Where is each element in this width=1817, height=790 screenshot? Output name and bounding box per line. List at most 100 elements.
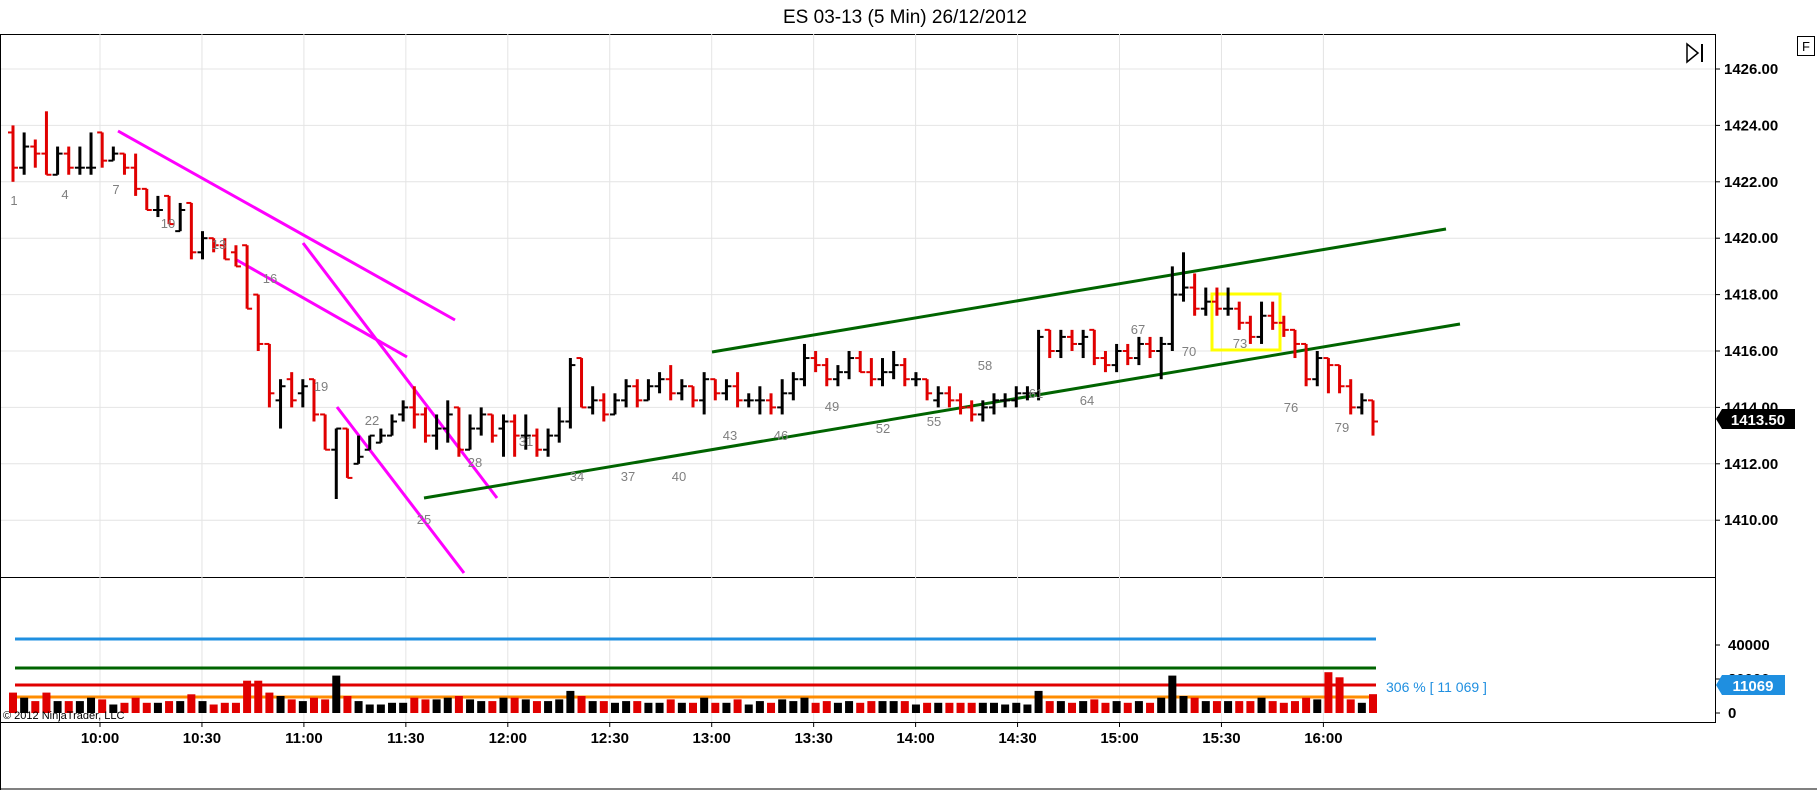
bar-number: 16 [263,271,277,286]
last-price-value: 1413.50 [1731,412,1785,429]
ohlc-bar [1055,329,1066,359]
ohlc-bar [1289,328,1300,359]
volume-bar [64,701,73,713]
ohlc-bar [609,393,620,416]
volume-bar [1157,697,1166,713]
volume-bar [1190,697,1199,713]
scroll-to-end-icon[interactable] [1686,42,1703,64]
volume-bar [399,702,408,713]
time-tick-label: 10:00 [81,730,119,747]
ohlc-bar [286,372,297,408]
volume-bar [153,702,162,713]
ohlc-bar [1256,301,1267,344]
ohlc-bar [955,393,966,415]
time-tick-label: 11:30 [387,730,425,747]
bar-number: 79 [1335,420,1349,435]
ohlc-bar [710,378,721,401]
time-tick-label: 13:30 [794,730,832,747]
ohlc-bar [409,386,420,429]
volume-bar [1034,690,1043,713]
bar-number: 4 [61,187,68,202]
ohlc-bar [1145,336,1156,359]
volume-bar [388,702,397,713]
ohlc-bar [141,187,152,211]
volume-bar [1079,701,1088,713]
green-channel-line [711,227,1447,354]
price-tick-label: 1416.00 [1724,343,1778,360]
ohlc-bar [1334,364,1345,394]
bar-number: 25 [417,512,431,527]
volume-bar [655,702,664,713]
ohlc-bar [520,414,531,450]
ohlc-bar [565,358,576,429]
volume-bar [343,696,352,713]
volume-bar [354,701,363,713]
f-button[interactable] [1797,36,1815,56]
volume-bar [499,697,508,713]
ohlc-bar [721,379,732,401]
volume-bar [711,702,720,713]
ohlc-bar [754,386,765,415]
ohlc-bar [398,400,409,422]
ohlc-bar [933,386,944,408]
ohlc-bar [375,428,386,444]
time-tick-label: 13:00 [693,730,731,747]
ohlc-bar [1223,287,1234,316]
volume-bar [309,697,318,713]
volume-bar [555,699,564,713]
volume-bar [142,702,151,713]
volume-bar [31,701,40,713]
time-tick-label: 14:30 [998,730,1036,747]
ohlc-bar [476,407,487,436]
ohlc-bar [487,413,498,443]
bar-number: 43 [723,428,737,443]
volume-bar [87,697,96,713]
price-tick-label: 1418.00 [1724,287,1778,304]
volume-bars [9,672,1377,713]
ohlc-bar [119,152,130,175]
volume-bar [9,692,17,713]
volume-bar [867,701,876,713]
volume-bar [120,702,129,713]
volume-bar [1279,702,1288,713]
ohlc-bar [977,400,988,422]
volume-bar [722,702,731,713]
volume-bar [767,702,776,713]
ohlc-bar [888,351,899,380]
volume-bar [1001,704,1010,713]
trend-drawings [117,129,1461,574]
ohlc-bar [832,365,843,387]
ohlc-bar [342,427,353,479]
ohlc-bar [1189,273,1200,316]
volume-bar [231,702,240,713]
volume-bar [989,702,998,713]
ohlc-bar [197,231,208,260]
volume-bar [165,701,174,713]
volume-bar [811,702,820,713]
ohlc-bar [643,379,654,402]
magenta-trendline [234,257,408,359]
bar-number: 7 [112,182,119,197]
ohlc-bar [97,131,108,168]
volume-bar [42,692,51,713]
ohlc-bar [1200,287,1211,316]
price-tick-label: 1420.00 [1724,230,1778,247]
ohlc-bar [1100,351,1111,373]
ohlc-bar [1368,399,1378,436]
bar-number: 55 [927,414,941,429]
volume-bar [967,702,976,713]
volume-bar [1335,677,1344,713]
ohlc-bar [1356,393,1367,415]
volume-bar [978,702,987,713]
ohlc-bar [788,372,799,401]
volume-bar [544,701,553,713]
price-tick-label: 1412.00 [1724,456,1778,473]
volume-bar [365,704,374,713]
ohlc-bar [1000,393,1011,408]
ohlc-bar [30,139,41,168]
volume-bar [822,701,831,713]
ohlc-bar [442,400,453,443]
bar-number: 58 [978,358,992,373]
bar-number: 40 [672,469,686,484]
